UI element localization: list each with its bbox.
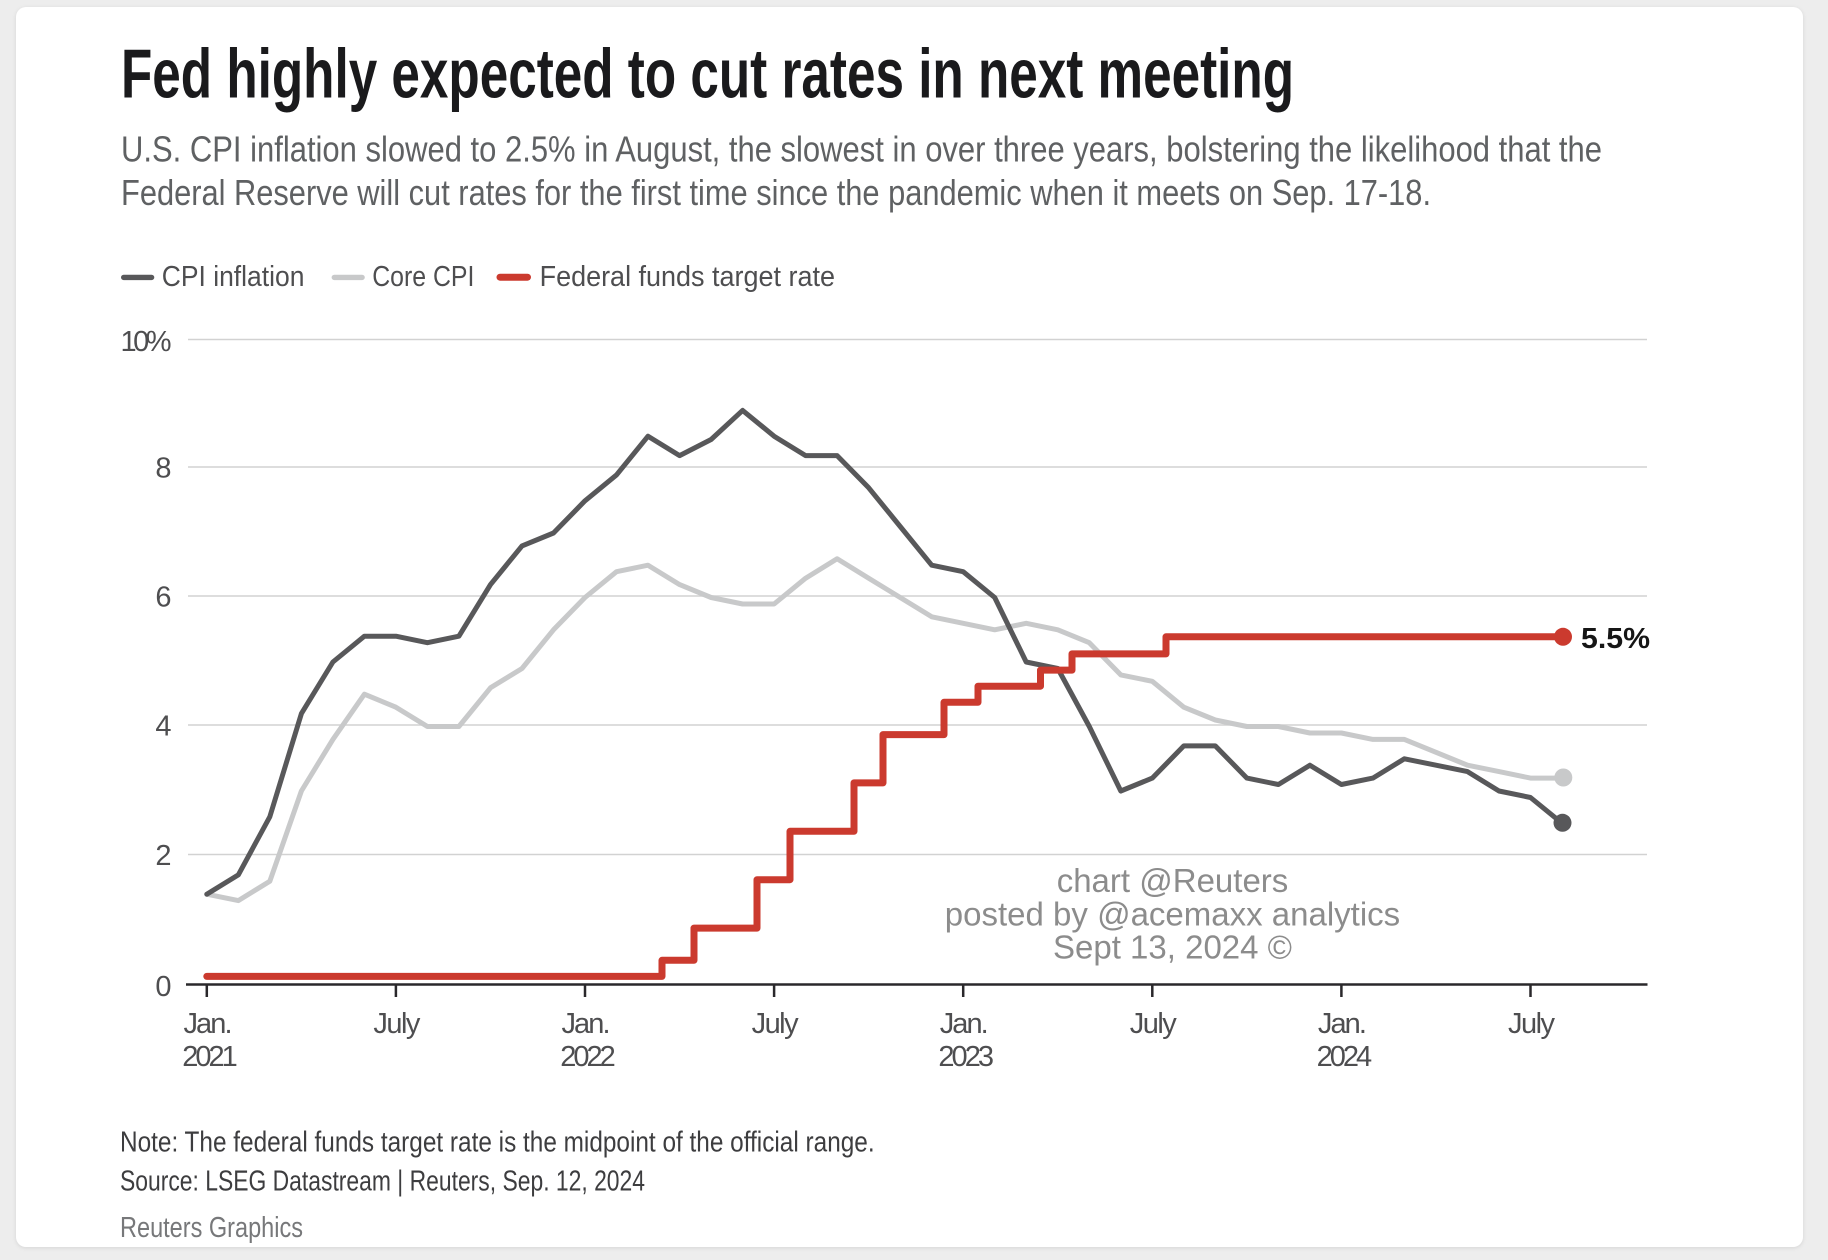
svg-text:Note: The federal funds target: Note: The federal funds target rate is t… xyxy=(120,1127,875,1159)
svg-text:2: 2 xyxy=(155,840,171,872)
svg-text:Core CPI: Core CPI xyxy=(372,261,474,293)
svg-text:Jan.: Jan. xyxy=(184,1008,233,1040)
svg-text:July: July xyxy=(1130,1008,1178,1040)
svg-text:4: 4 xyxy=(155,711,171,743)
svg-text:2021: 2021 xyxy=(182,1041,238,1073)
svg-text:CPI inflation: CPI inflation xyxy=(162,261,305,293)
svg-text:Jan.: Jan. xyxy=(1318,1008,1367,1040)
svg-text:Federal funds target rate: Federal funds target rate xyxy=(540,261,835,293)
svg-text:Jan.: Jan. xyxy=(940,1008,989,1040)
svg-text:2024: 2024 xyxy=(1317,1041,1373,1073)
svg-text:10%: 10% xyxy=(121,326,172,358)
svg-text:Sept 13, 2024 ©: Sept 13, 2024 © xyxy=(1053,929,1292,966)
svg-text:0: 0 xyxy=(155,971,171,1003)
svg-text:July: July xyxy=(373,1008,421,1040)
svg-text:July: July xyxy=(752,1008,800,1040)
svg-text:2023: 2023 xyxy=(938,1041,994,1073)
svg-text:6: 6 xyxy=(155,582,171,614)
svg-text:8: 8 xyxy=(155,453,171,485)
svg-text:chart @Reuters: chart @Reuters xyxy=(1057,862,1289,899)
svg-text:U.S. CPI inflation slowed to 2: U.S. CPI inflation slowed to 2.5% in Aug… xyxy=(121,128,1602,169)
svg-text:5.5%: 5.5% xyxy=(1581,623,1650,655)
svg-text:Source: LSEG Datastream | Reut: Source: LSEG Datastream | Reuters, Sep. … xyxy=(120,1166,645,1198)
svg-text:posted by @acemaxx analytics: posted by @acemaxx analytics xyxy=(945,895,1400,932)
svg-text:Jan.: Jan. xyxy=(562,1008,611,1040)
svg-text:Federal Reserve will cut rates: Federal Reserve will cut rates for the f… xyxy=(121,172,1431,213)
svg-text:July: July xyxy=(1508,1008,1556,1040)
svg-text:2022: 2022 xyxy=(560,1041,616,1073)
svg-text:Reuters Graphics: Reuters Graphics xyxy=(120,1212,303,1244)
svg-text:Fed highly expected to cut rat: Fed highly expected to cut rates in next… xyxy=(121,35,1294,113)
